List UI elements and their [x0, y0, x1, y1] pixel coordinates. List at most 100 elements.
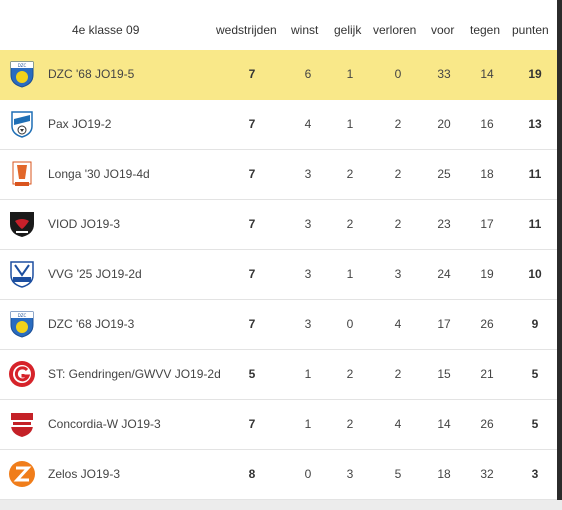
- table-row[interactable]: DZC DZC '68 JO19-3 7 3 0 4 17 26 9: [0, 300, 557, 350]
- team-name[interactable]: VVG '25 JO19-2d: [48, 267, 142, 281]
- lost-value: 2: [394, 117, 402, 131]
- viod-logo-icon: [10, 212, 34, 237]
- col-header-won: winst: [291, 23, 319, 37]
- won-value: 3: [304, 267, 312, 281]
- goals-for-value: 18: [437, 467, 451, 481]
- points-value: 19: [528, 67, 542, 81]
- won-value: 1: [304, 417, 312, 431]
- points-value: 11: [528, 167, 542, 181]
- goals-against-value: 16: [480, 117, 494, 131]
- lost-value: 2: [394, 217, 402, 231]
- goals-against-value: 21: [480, 367, 494, 381]
- draw-value: 2: [346, 217, 354, 231]
- played-value: 7: [248, 67, 256, 81]
- team-name[interactable]: Zelos JO19-3: [48, 467, 121, 481]
- played-value: 7: [248, 317, 256, 331]
- points-value: 10: [528, 267, 542, 281]
- goals-against-value: 14: [480, 67, 494, 81]
- team-name[interactable]: VIOD JO19-3: [48, 217, 121, 231]
- draw-value: 1: [346, 117, 354, 131]
- draw-value: 2: [346, 367, 354, 381]
- draw-value: 2: [346, 167, 354, 181]
- table-row[interactable]: VVG '25 JO19-2d 7 3 1 3 24 19 10: [0, 250, 557, 300]
- table-row[interactable]: Concordia-W JO19-3 7 1 2 4 14 26 5: [0, 400, 557, 450]
- won-value: 3: [304, 217, 312, 231]
- competition-title: 4e klasse 09: [72, 23, 140, 37]
- goals-against-value: 18: [480, 167, 494, 181]
- won-value: 1: [304, 367, 312, 381]
- goals-for-value: 23: [437, 217, 451, 231]
- goals-for-value: 15: [437, 367, 451, 381]
- dzc-logo-icon: DZC: [10, 311, 34, 338]
- team-name[interactable]: Pax JO19-2: [48, 117, 112, 131]
- played-value: 7: [248, 117, 256, 131]
- table-row[interactable]: DZC DZC '68 JO19-5 7 6 1 0 33 14 19: [0, 50, 557, 100]
- gendringen-logo-icon: [9, 361, 35, 387]
- lost-value: 2: [394, 367, 402, 381]
- played-value: 7: [248, 267, 256, 281]
- points-value: 9: [531, 317, 539, 331]
- played-value: 8: [248, 467, 256, 481]
- page-footer-shade: [0, 500, 562, 510]
- concordia-logo-icon: [11, 413, 33, 437]
- won-value: 3: [304, 317, 312, 331]
- team-name[interactable]: Longa '30 JO19-4d: [48, 167, 150, 181]
- won-value: 3: [304, 167, 312, 181]
- lost-value: 4: [394, 417, 402, 431]
- played-value: 5: [248, 367, 256, 381]
- dzc-logo-icon: DZC: [10, 61, 34, 88]
- col-header-goals-for: voor: [431, 23, 455, 37]
- table-row[interactable]: ST: Gendringen/GWVV JO19-2d 5 1 2 2 15 2…: [0, 350, 557, 400]
- col-header-draw: gelijk: [334, 23, 362, 37]
- col-header-played: wedstrijden: [216, 23, 277, 37]
- played-value: 7: [248, 417, 256, 431]
- lost-value: 3: [394, 267, 402, 281]
- goals-against-value: 17: [480, 217, 494, 231]
- goals-against-value: 19: [480, 267, 494, 281]
- table-row[interactable]: Zelos JO19-3 8 0 3 5 18 32 3: [0, 450, 557, 500]
- goals-against-value: 26: [480, 317, 494, 331]
- draw-value: 3: [346, 467, 354, 481]
- team-name[interactable]: DZC '68 JO19-3: [48, 317, 135, 331]
- zelos-logo-icon: [9, 461, 35, 487]
- points-value: 5: [531, 367, 539, 381]
- table-row[interactable]: VIOD JO19-3 7 3 2 2 23 17 11: [0, 200, 557, 250]
- team-name[interactable]: Concordia-W JO19-3: [48, 417, 161, 431]
- points-value: 3: [531, 467, 539, 481]
- table-row[interactable]: Longa '30 JO19-4d 7 3 2 2 25 18 11: [0, 150, 557, 200]
- played-value: 7: [248, 167, 256, 181]
- lost-value: 5: [394, 467, 402, 481]
- goals-for-value: 20: [437, 117, 451, 131]
- col-header-lost: verloren: [373, 23, 417, 37]
- lost-value: 4: [394, 317, 402, 331]
- lost-value: 2: [394, 167, 402, 181]
- table-row[interactable]: Pax JO19-2 7 4 1 2 20 16 13: [0, 100, 557, 150]
- lost-value: 0: [394, 67, 402, 81]
- goals-for-value: 17: [437, 317, 451, 331]
- goals-against-value: 26: [480, 417, 494, 431]
- col-header-goals-against: tegen: [470, 23, 501, 37]
- draw-value: 0: [346, 317, 354, 331]
- points-value: 13: [528, 117, 542, 131]
- goals-for-value: 24: [437, 267, 451, 281]
- won-value: 0: [304, 467, 312, 481]
- goals-against-value: 32: [480, 467, 494, 481]
- standings-table: DZC DZC '68 JO19-5 7 6 1 0 33 14 19 Pax …: [0, 50, 557, 500]
- pax-logo-icon: [11, 111, 33, 138]
- page-edge: [557, 0, 562, 500]
- played-value: 7: [248, 217, 256, 231]
- goals-for-value: 25: [437, 167, 451, 181]
- svg-text:DZC: DZC: [18, 313, 27, 318]
- svg-text:DZC: DZC: [18, 63, 27, 68]
- team-name[interactable]: DZC '68 JO19-5: [48, 67, 135, 81]
- won-value: 6: [304, 67, 312, 81]
- won-value: 4: [304, 117, 312, 131]
- col-header-points: punten: [512, 23, 549, 37]
- draw-value: 1: [346, 267, 354, 281]
- vvg-logo-icon: [10, 261, 34, 288]
- standings-header: 4e klasse 09 wedstrijden winst gelijk ve…: [0, 0, 557, 50]
- points-value: 5: [531, 417, 539, 431]
- team-name[interactable]: ST: Gendringen/GWVV JO19-2d: [48, 367, 221, 381]
- longa-logo-icon: [12, 161, 32, 186]
